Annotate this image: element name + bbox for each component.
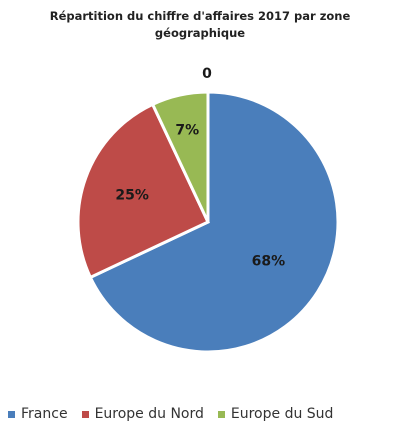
- data-label-europe-du-nord: 25%: [115, 188, 149, 204]
- pie-slice-europe-du-nord: [76, 102, 210, 280]
- legend-item-europe-du-nord: Europe du Nord: [81, 406, 204, 422]
- data-label-europe-du-sud: 7%: [175, 122, 199, 138]
- legend-label: Europe du Nord: [94, 406, 204, 422]
- legend-label: Europe du Sud: [230, 406, 334, 422]
- extra-data-label: 0: [202, 66, 212, 82]
- legend-swatch: [81, 410, 89, 418]
- legend-item-france: France: [8, 406, 68, 422]
- pie-slice-france: [88, 90, 340, 354]
- legend-swatch: [8, 410, 15, 418]
- pie-slice-europe-du-sud: [150, 90, 210, 223]
- legend-label: France: [21, 406, 68, 422]
- legend-swatch: [217, 410, 225, 418]
- pie-chart: 68% 25% 7% 0: [76, 66, 340, 354]
- chart-title: Répartition du chiffre d'affaires 2017 p…: [49, 9, 351, 40]
- legend: France Europe du Nord Europe du Sud: [8, 406, 415, 422]
- legend-item-europe-du-sud: Europe du Sud: [217, 406, 334, 422]
- data-label-france: 68%: [252, 253, 286, 269]
